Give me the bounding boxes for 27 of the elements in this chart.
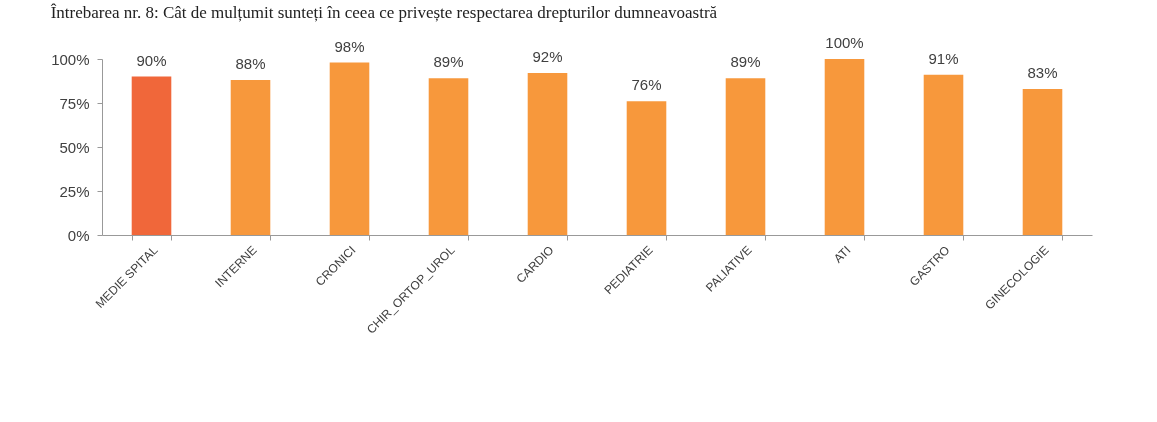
y-tick-label: 100%: [51, 50, 90, 68]
bar: [1022, 88, 1063, 235]
bar: [725, 78, 766, 235]
data-label: 83%: [1027, 63, 1058, 81]
data-label: 92%: [532, 48, 563, 66]
data-label: 100%: [825, 34, 864, 51]
data-label: 76%: [631, 76, 662, 94]
bar: [923, 74, 964, 235]
y-tick-label: 25%: [59, 182, 90, 200]
y-tick-label: 50%: [59, 138, 90, 156]
bar: [626, 101, 667, 235]
bar: [131, 76, 172, 235]
x-tick-label: ATI: [831, 243, 854, 266]
data-label: 98%: [334, 37, 365, 55]
y-tick-label: 0%: [67, 226, 90, 244]
chart-title: Întrebarea nr. 8: Cât de mulțumit sunteți în ceea ce privește respectarea drepturilor dumneavoastră: [50, 3, 718, 22]
data-label: 89%: [433, 53, 464, 71]
bar: [428, 78, 469, 235]
data-label: 88%: [235, 55, 266, 73]
bar: [329, 62, 370, 235]
bar: [527, 73, 568, 235]
data-label: 90%: [136, 51, 167, 69]
bar: [824, 59, 865, 235]
bar: [230, 80, 271, 235]
y-tick-label: 75%: [59, 94, 90, 112]
data-label: 89%: [730, 53, 761, 71]
data-label: 91%: [928, 49, 959, 67]
